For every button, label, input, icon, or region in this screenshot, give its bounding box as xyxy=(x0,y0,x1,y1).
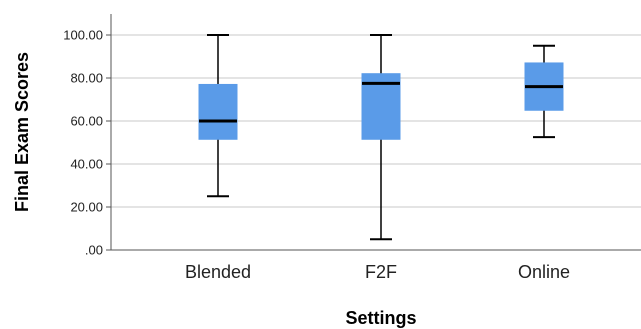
box-f2f xyxy=(361,34,401,241)
box-online xyxy=(524,44,564,139)
category-label-f2f: F2F xyxy=(365,262,397,282)
iqr-box xyxy=(198,83,238,140)
y-axis-title: Final Exam Scores xyxy=(12,52,32,212)
y-axis-ticks: .00 20.00 40.00 60.00 80.00 100.00 xyxy=(63,28,111,258)
x-axis-title: Settings xyxy=(345,308,416,328)
y-tick-label: 20.00 xyxy=(70,200,103,215)
y-tick-label: 80.00 xyxy=(70,71,103,86)
box-blended xyxy=(198,34,238,198)
x-axis-category-labels: Blended F2F Online xyxy=(185,262,570,282)
boxes xyxy=(198,34,564,241)
category-label-online: Online xyxy=(518,262,570,282)
y-tick-label: 40.00 xyxy=(70,157,103,172)
y-tick-label: 100.00 xyxy=(63,28,103,43)
category-label-blended: Blended xyxy=(185,262,251,282)
y-tick-label: 60.00 xyxy=(70,114,103,129)
y-tick-label: .00 xyxy=(85,243,103,258)
